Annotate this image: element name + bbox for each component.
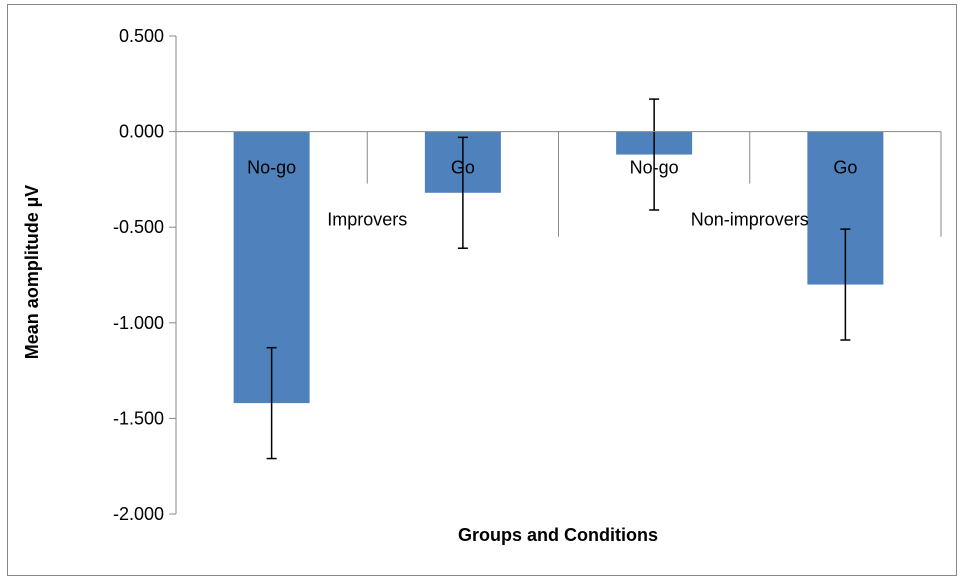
y-tick-label: -0.500 bbox=[113, 217, 164, 237]
y-tick-label: -1.500 bbox=[113, 408, 164, 428]
x-axis-title: Groups and Conditions bbox=[458, 525, 658, 545]
y-tick-label: -2.000 bbox=[113, 504, 164, 524]
y-tick-label: -1.000 bbox=[113, 313, 164, 333]
category-label: Go bbox=[833, 158, 857, 178]
category-label: No-go bbox=[247, 158, 296, 178]
group-label: Improvers bbox=[327, 210, 407, 230]
chart-frame bbox=[7, 4, 957, 576]
y-axis-title: Mean aomplitude µV bbox=[22, 185, 42, 359]
y-tick-label: 0.000 bbox=[119, 122, 164, 142]
category-label: Go bbox=[451, 158, 475, 178]
category-label: No-go bbox=[630, 158, 679, 178]
group-label: Non-improvers bbox=[691, 210, 809, 230]
y-tick-label: 0.500 bbox=[119, 26, 164, 46]
